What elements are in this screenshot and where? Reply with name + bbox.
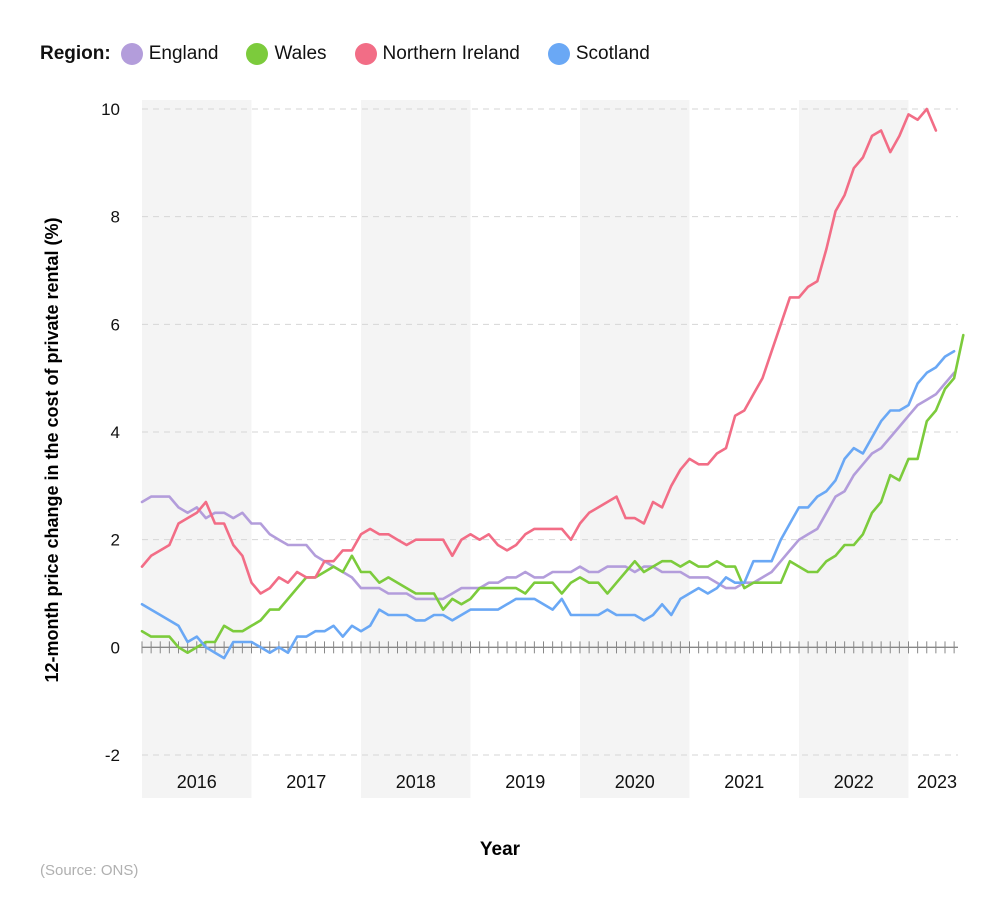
year-bands: [142, 100, 909, 798]
legend-item-scotland[interactable]: Scotland: [547, 43, 650, 65]
y-tick-label: 2: [111, 531, 120, 550]
y-axis-label: 12-month price change in the cost of pri…: [42, 217, 62, 682]
year-band: [580, 100, 690, 798]
legend-item-northern-ireland[interactable]: Northern Ireland: [354, 43, 520, 65]
legend-label-northern-ireland: Northern Ireland: [382, 43, 520, 64]
x-tick-label: 2022: [834, 772, 874, 792]
y-tick-label: 10: [101, 100, 120, 119]
legend-swatch-england: [120, 43, 143, 65]
series-line-england: [140, 371, 956, 601]
y-tick-label: -2: [105, 746, 120, 765]
series-line-scotland: [140, 349, 956, 660]
legend: Region: England Wales Northern Ireland S…: [40, 40, 678, 68]
y-tick-label: 0: [111, 638, 120, 657]
x-tick-label: 2019: [505, 772, 545, 792]
y-tick-labels: -2 0 2 4 6 8 10: [101, 100, 120, 765]
legend-swatch-wales: [246, 43, 269, 65]
legend-label-wales: Wales: [274, 43, 327, 64]
y-tick-label: 6: [111, 315, 120, 334]
series-line-wales: [140, 333, 965, 655]
legend-swatch-scotland: [547, 43, 570, 65]
legend-label-scotland: Scotland: [575, 43, 650, 64]
source-note: (Source: ONS): [40, 862, 139, 879]
year-band: [361, 100, 471, 798]
legend-swatch-northern-ireland: [354, 43, 377, 65]
y-tick-label: 4: [111, 423, 120, 442]
x-axis-label: Year: [480, 839, 521, 860]
series-line-northern-ireland: [140, 107, 938, 595]
series-lines: [140, 107, 965, 660]
x-tick-label: 2017: [286, 772, 326, 792]
x-tick-labels: 2016 2017 2018 2019 2020 2021 2022 2023: [177, 772, 957, 792]
legend-label-england: England: [148, 43, 219, 64]
legend-item-wales[interactable]: Wales: [246, 43, 327, 65]
x-tick-label: 2016: [177, 772, 217, 792]
x-tick-label: 2023: [917, 772, 957, 792]
legend-title: Region:: [40, 43, 111, 64]
x-tick-label: 2020: [615, 772, 655, 792]
y-tick-label: 8: [111, 208, 120, 227]
legend-item-england[interactable]: England: [120, 43, 219, 65]
x-tick-label: 2021: [724, 772, 764, 792]
year-band: [142, 100, 252, 798]
x-tick-label: 2018: [396, 772, 436, 792]
